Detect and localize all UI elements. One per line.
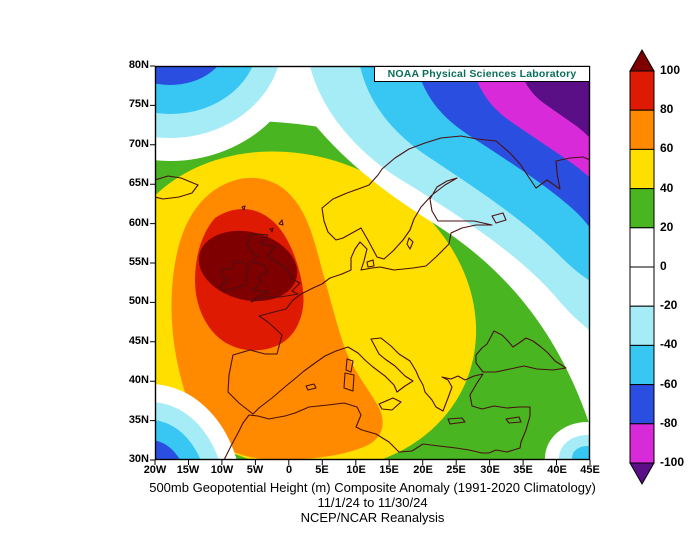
lon-label: 10W xyxy=(210,464,234,476)
contour-fill-se-minus40 xyxy=(572,446,590,460)
lat-ticks xyxy=(150,65,155,461)
lon-label: 45E xyxy=(580,464,600,476)
lat-label: 70N xyxy=(128,138,149,150)
lat-label: 35N xyxy=(128,414,149,426)
colorbar-tick: 60 xyxy=(660,141,674,155)
colorbar-seg xyxy=(629,227,655,268)
colorbar-tick: 100 xyxy=(660,63,681,77)
map-plot-area xyxy=(150,65,591,465)
colorbar-seg xyxy=(629,188,655,229)
anomaly-map xyxy=(150,65,591,465)
lat-label: 60N xyxy=(128,217,149,229)
coastline-mediterranean-africa xyxy=(223,337,531,460)
colorbar-tick: 80 xyxy=(660,102,674,116)
lat-label: 45N xyxy=(128,335,149,347)
lon-label: 5E xyxy=(315,464,329,476)
contour-fill-sw-minus60 xyxy=(155,440,181,460)
contour-fill-nw-minus60 xyxy=(155,66,218,85)
coastlines xyxy=(155,135,590,460)
colorbar-tick: -80 xyxy=(660,416,678,430)
colorbar-tick: -100 xyxy=(660,455,685,469)
colorbar-seg xyxy=(629,423,655,464)
lat-label: 65N xyxy=(128,177,149,189)
noaa-psl-banner: NOAA Physical Sciences Laboratory xyxy=(374,66,590,82)
colorbar-tick: 40 xyxy=(660,181,674,195)
lon-label: 30E xyxy=(480,464,500,476)
lon-label: 20E xyxy=(413,464,433,476)
caption-source: NCEP/NCAR Reanalysis xyxy=(300,510,445,525)
coastline-lake-ladoga xyxy=(491,212,507,224)
colorbar xyxy=(626,46,698,490)
colorbar-tick: -40 xyxy=(660,337,678,351)
coastline-crete xyxy=(447,417,466,425)
colorbar-tick: 0 xyxy=(660,259,667,273)
colorbar-seg xyxy=(629,109,655,150)
colorbar-tick: -60 xyxy=(660,377,678,391)
coastline-shetland-orkney xyxy=(241,205,284,233)
colorbar-seg xyxy=(629,266,655,307)
coastline-sardinia xyxy=(343,372,355,392)
colorbar-tick: 20 xyxy=(660,220,674,234)
coastline-gotland xyxy=(406,237,414,250)
lon-label: 5W xyxy=(246,464,264,476)
lon-label: 10E xyxy=(346,464,366,476)
colorbar-scale xyxy=(629,48,655,486)
lon-label: 40E xyxy=(547,464,567,476)
colorbar-seg xyxy=(629,344,655,386)
lat-label: 40N xyxy=(128,374,149,386)
coastline-ireland xyxy=(219,261,250,292)
lon-label: 15W xyxy=(176,464,200,476)
coastline-zealand xyxy=(366,259,375,268)
coastline-corsica xyxy=(345,358,354,373)
lon-ticks xyxy=(154,460,591,465)
colorbar-seg xyxy=(629,70,655,111)
colorbar-seg xyxy=(629,148,655,190)
coastline-cyprus xyxy=(505,416,522,424)
coastline-sicily xyxy=(378,397,402,411)
lat-label: 30N xyxy=(128,453,149,465)
lat-label: 50N xyxy=(128,295,149,307)
coastline-mallorca xyxy=(305,383,317,391)
lon-label: 15E xyxy=(379,464,399,476)
coastline-great-britain xyxy=(246,233,301,303)
colorbar-seg xyxy=(629,384,655,425)
caption-period: 11/1/24 to 11/30/24 xyxy=(317,495,428,510)
colorbar-seg xyxy=(629,305,655,346)
coastline-iceland xyxy=(155,175,199,200)
lon-label: 20W xyxy=(143,464,167,476)
contour-fill-ne-minus100-core xyxy=(520,66,590,138)
colorbar-arrow-top xyxy=(629,48,655,72)
lon-label: 35E xyxy=(513,464,533,476)
caption-variable: 500mb Geopotential Height (m) Composite … xyxy=(149,480,596,495)
lat-label: 55N xyxy=(128,256,149,268)
coastline-atlantic-baltic-scandinavia xyxy=(227,135,590,415)
lon-label: 0 xyxy=(285,464,293,476)
lat-label: 75N xyxy=(128,98,149,110)
map-frame xyxy=(154,65,591,461)
lon-label: 25E xyxy=(446,464,466,476)
colorbar-tick: -20 xyxy=(660,298,678,312)
colorbar-arrow-bottom xyxy=(629,462,655,486)
coastline-black-sea xyxy=(475,330,567,373)
lat-label: 80N xyxy=(128,59,149,71)
